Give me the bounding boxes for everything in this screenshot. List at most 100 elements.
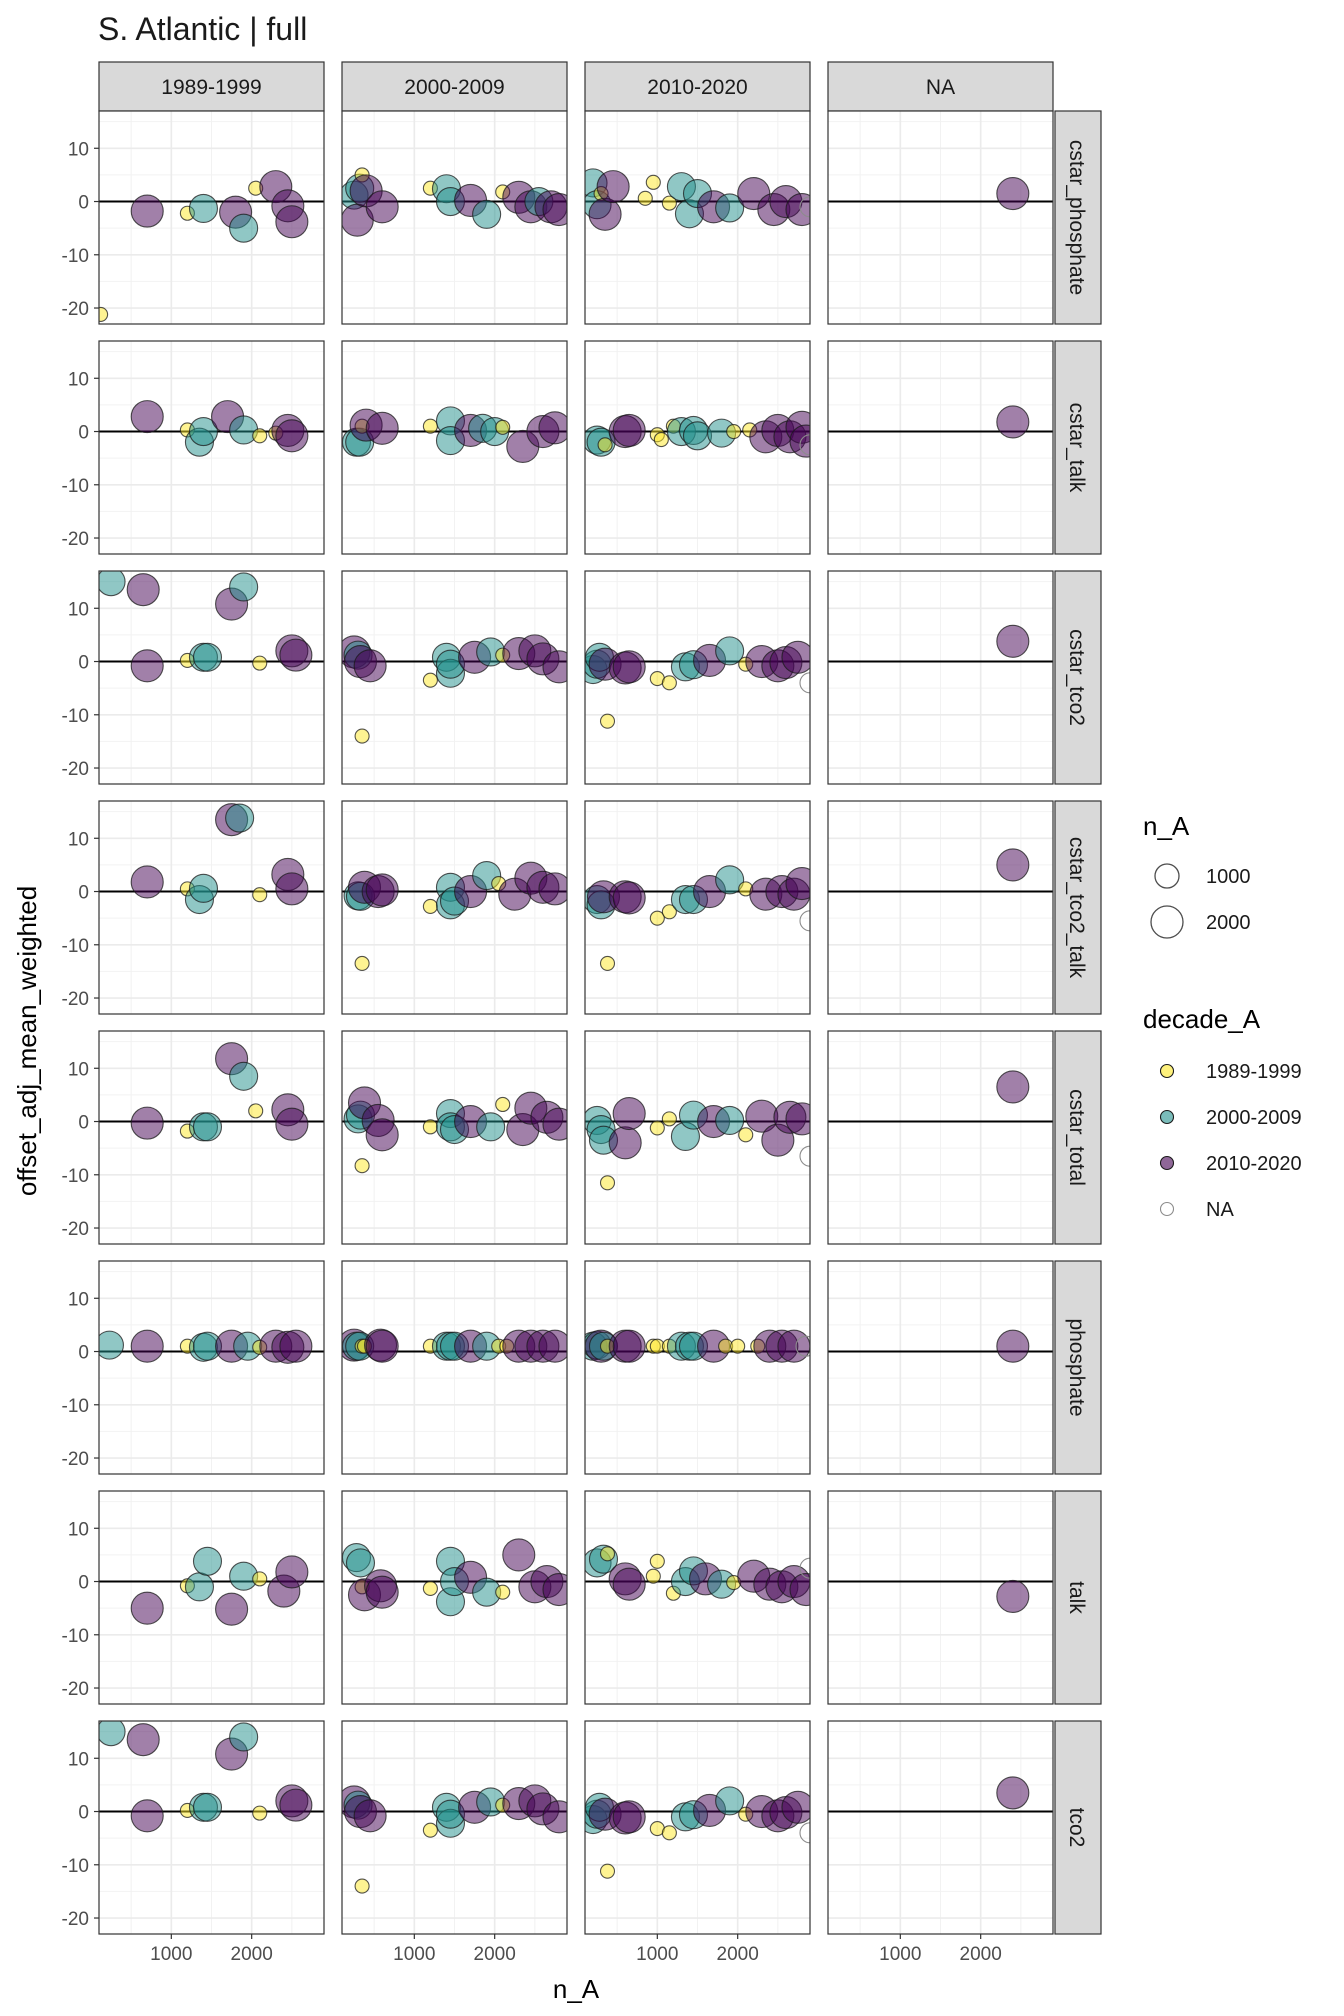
point-group <box>996 1070 1030 1104</box>
y-tick-label: -10 <box>62 1166 89 1187</box>
data-point <box>612 413 646 448</box>
data-point <box>126 573 160 607</box>
data-point <box>597 437 613 453</box>
data-point <box>130 400 164 434</box>
data-point <box>682 421 713 451</box>
x-tick-label: 2000 <box>474 1944 516 1965</box>
facet-panel <box>584 1490 811 1705</box>
size-legend-label: 2000 <box>1206 912 1251 934</box>
row-strip: cstar_total <box>1054 1030 1102 1245</box>
y-tick-label: -20 <box>62 989 89 1010</box>
data-point <box>996 405 1030 439</box>
data-point <box>781 1790 810 1824</box>
facet-panel <box>827 1490 1054 1705</box>
data-point <box>353 649 387 683</box>
x-tick-label: 2000 <box>717 1944 759 1965</box>
data-point <box>542 1107 567 1141</box>
data-point <box>599 955 616 971</box>
panel-border <box>827 1720 1054 1935</box>
data-point <box>130 1591 164 1625</box>
data-point <box>354 1158 370 1174</box>
data-point <box>661 1111 677 1127</box>
x-axis-title: n_A <box>553 1974 600 2004</box>
data-point <box>275 205 309 239</box>
data-point <box>799 672 810 694</box>
size-legend-key <box>1150 905 1184 939</box>
data-point <box>645 1568 661 1584</box>
data-point <box>596 170 630 204</box>
data-point <box>715 865 745 895</box>
panel-border <box>584 110 811 325</box>
point-group <box>342 1328 567 1363</box>
panel-border <box>827 570 1054 785</box>
data-point <box>649 1553 665 1569</box>
facet-panel <box>341 1260 568 1475</box>
data-point <box>215 1592 249 1626</box>
data-point <box>649 910 665 926</box>
point-group <box>342 406 567 463</box>
y-tick-label: 10 <box>68 1059 89 1080</box>
row-strip-box <box>1054 340 1102 555</box>
panels-layer: 1989-1999 2000-2009 2010-2020 NA cstar_phosp… <box>62 61 1102 1965</box>
panel-border <box>827 110 1054 325</box>
x-tick-label: 1000 <box>879 1944 921 1965</box>
point-group <box>130 1042 309 1142</box>
data-point <box>229 1722 259 1752</box>
y-tick-label: -20 <box>62 1449 89 1470</box>
data-point <box>996 1579 1030 1613</box>
row-strip-box <box>1054 1720 1102 1935</box>
point-group <box>342 1784 567 1894</box>
panel-border <box>341 110 568 325</box>
row-strip-box <box>1054 110 1102 325</box>
data-point <box>345 1548 376 1578</box>
panel-border <box>341 570 568 785</box>
point-group <box>585 1096 810 1191</box>
data-point <box>996 1776 1030 1810</box>
data-point <box>130 1106 164 1140</box>
facet-panel <box>341 1490 568 1705</box>
data-point <box>279 1788 313 1822</box>
row-strip: phosphate <box>1054 1260 1102 1475</box>
panel-border <box>341 1720 568 1935</box>
data-point <box>542 1800 567 1834</box>
column-strip: 1989-1999 <box>98 61 325 112</box>
panel-border <box>827 1260 1054 1475</box>
facet-panel <box>98 340 325 555</box>
data-point <box>799 1822 810 1844</box>
point-group <box>996 1776 1030 1810</box>
panel-border <box>98 570 325 785</box>
data-point <box>799 434 810 456</box>
color-legend-label: 1989-1999 <box>1206 1061 1302 1083</box>
panel-border <box>827 800 1054 1015</box>
x-tick-label: 1000 <box>636 1944 678 1965</box>
data-point <box>996 848 1030 882</box>
y-tick-label: -20 <box>62 759 89 780</box>
facet-panel <box>98 570 325 785</box>
data-point <box>495 1096 511 1113</box>
data-point <box>785 192 810 227</box>
point-group <box>342 634 567 744</box>
column-strip-label: 2000-2009 <box>404 76 504 99</box>
column-strip-box <box>827 61 1054 112</box>
panel-border <box>341 340 568 555</box>
data-point <box>422 418 438 434</box>
data-point <box>612 1800 646 1834</box>
data-point <box>799 196 810 218</box>
y-tick-label: 0 <box>78 653 89 674</box>
panel-border <box>584 1490 811 1705</box>
data-point <box>275 419 309 453</box>
point-group <box>130 1546 309 1626</box>
facet-panel <box>584 110 811 325</box>
data-point <box>192 642 223 672</box>
panel-border <box>827 1490 1054 1705</box>
data-point <box>252 887 268 903</box>
y-tick-label: 10 <box>68 1749 89 1770</box>
data-point <box>99 306 109 322</box>
data-point <box>799 1145 810 1167</box>
panel-border <box>98 1490 325 1705</box>
facet-panel <box>827 1720 1054 1935</box>
data-point <box>799 910 810 932</box>
data-point <box>612 1096 646 1131</box>
data-point <box>599 1546 616 1562</box>
